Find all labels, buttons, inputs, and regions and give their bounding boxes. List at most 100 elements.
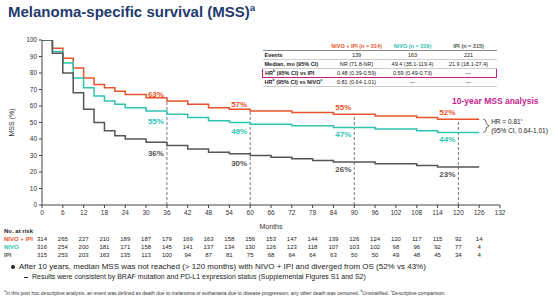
svg-text:60: 60 xyxy=(30,102,38,109)
html-text:aIn this post hoc descriptive: aIn this post hoc descriptive analysis, … xyxy=(4,289,446,296)
html-text:HRb(95% CI) vs NIVOc: HRb(95% CI) vs NIVOc xyxy=(264,78,323,85)
html-text:49.4 (35.1-119.4): 49.4 (35.1-119.4) xyxy=(391,61,434,67)
html-text:126: 126 xyxy=(349,236,360,242)
svg-text:126: 126 xyxy=(474,209,485,216)
html-text:No. at risk: No. at risk xyxy=(4,228,33,234)
svg-text:90: 90 xyxy=(30,53,38,60)
svg-text:90: 90 xyxy=(351,209,359,216)
html-text:227: 227 xyxy=(78,236,89,242)
html-text:163: 163 xyxy=(203,236,214,242)
html-text:14: 14 xyxy=(475,236,483,242)
svg-text:26%: 26% xyxy=(335,165,351,174)
html-text:After 10 years, median MSS was: After 10 years, median MSS was not reach… xyxy=(19,262,426,271)
svg-text:108: 108 xyxy=(411,209,422,216)
html-text:139: 139 xyxy=(351,52,362,58)
html-text:181: 181 xyxy=(99,244,110,250)
html-text:117: 117 xyxy=(411,236,422,242)
svg-text:78: 78 xyxy=(309,209,317,216)
svg-text:42: 42 xyxy=(184,209,192,216)
html-text:179: 179 xyxy=(161,236,172,242)
html-text:HRb(95% CI) vs IPI: HRb(95% CI) vs IPI xyxy=(265,69,315,76)
html-text:210: 210 xyxy=(99,236,110,242)
svg-text:50: 50 xyxy=(30,119,38,126)
svg-text:49%: 49% xyxy=(231,127,247,136)
svg-text:30: 30 xyxy=(30,152,38,159)
html-text:Events: Events xyxy=(264,52,283,58)
html-text:139: 139 xyxy=(328,236,339,242)
html-text:NIVO + IPI: NIVO + IPI xyxy=(4,236,33,242)
html-text:Results were consistent by BRA: Results were consistent by BRAF mutation… xyxy=(32,273,366,280)
html-text:IPI (n = 315): IPI (n = 315) xyxy=(453,43,484,49)
html-text:92: 92 xyxy=(455,236,462,242)
svg-text:70: 70 xyxy=(30,86,38,93)
html-text:0.81 (0.64-1.01): 0.81 (0.64-1.01) xyxy=(336,79,377,85)
html-text:144: 144 xyxy=(307,236,318,242)
svg-text:23%: 23% xyxy=(439,170,455,179)
svg-text:102: 102 xyxy=(390,209,401,216)
svg-text:66: 66 xyxy=(267,209,275,216)
svg-text:40: 40 xyxy=(30,135,38,142)
svg-text:10: 10 xyxy=(30,185,38,192)
html-text:120: 120 xyxy=(390,236,401,242)
html-text:124: 124 xyxy=(370,236,381,242)
svg-text:52%: 52% xyxy=(439,108,455,117)
svg-text:0: 0 xyxy=(33,201,37,208)
svg-text:80: 80 xyxy=(30,69,38,76)
svg-text:63%: 63% xyxy=(148,90,164,99)
html-text:158: 158 xyxy=(224,236,235,242)
svg-text:6: 6 xyxy=(61,209,65,216)
svg-text:18: 18 xyxy=(101,209,109,216)
html-text:(95% CI, 0.64-1.01): (95% CI, 0.64-1.01) xyxy=(491,126,548,134)
svg-text:36%: 36% xyxy=(148,149,164,158)
html-text:Median, mo (95% CI): Median, mo (95% CI) xyxy=(264,61,318,67)
svg-text:12: 12 xyxy=(80,209,88,216)
html-text:10-year MSS analysis: 10-year MSS analysis xyxy=(452,96,539,106)
html-text:HR = 0.81c: HR = 0.81c xyxy=(491,116,523,125)
svg-text:55%: 55% xyxy=(335,103,351,112)
html-text:265: 265 xyxy=(57,236,68,242)
svg-text:57%: 57% xyxy=(231,100,247,109)
html-text:314: 314 xyxy=(37,236,47,242)
svg-text:72: 72 xyxy=(288,209,296,216)
html-text:115: 115 xyxy=(432,236,443,242)
html-text:NR (71.8-NR): NR (71.8-NR) xyxy=(339,61,374,67)
html-text:189: 189 xyxy=(120,236,131,242)
svg-text:55%: 55% xyxy=(148,117,164,126)
svg-text:120: 120 xyxy=(453,209,464,216)
html-text:NIVO + IPI (n = 314): NIVO + IPI (n = 314) xyxy=(331,43,382,49)
svg-text:Months: Months xyxy=(260,223,283,229)
svg-text:96: 96 xyxy=(371,209,379,216)
svg-text:47%: 47% xyxy=(335,130,351,139)
svg-text:44%: 44% xyxy=(439,135,455,144)
svg-text:54: 54 xyxy=(226,209,234,216)
html-text:153: 153 xyxy=(266,236,276,242)
html-text:187: 187 xyxy=(141,236,152,242)
svg-text:60: 60 xyxy=(247,209,255,216)
svg-text:0: 0 xyxy=(40,209,44,216)
svg-text:84: 84 xyxy=(330,209,338,216)
svg-text:30%: 30% xyxy=(231,159,247,168)
html-text:NIVO (n = 316): NIVO (n = 316) xyxy=(393,43,432,49)
html-text:316: 316 xyxy=(37,244,47,250)
html-text:0.59 (0.49-0.73): 0.59 (0.49-0.73) xyxy=(392,70,433,76)
html-text:147: 147 xyxy=(286,236,297,242)
html-text:221: 221 xyxy=(463,52,474,58)
html-text:Melanoma-specific survival (MS: Melanoma-specific survival (MSS)a xyxy=(8,2,256,20)
svg-text:MSS (%): MSS (%) xyxy=(8,109,16,137)
html-text:254: 254 xyxy=(57,244,68,250)
html-text:21.9 (18.1-27.4): 21.9 (18.1-27.4) xyxy=(448,61,489,67)
svg-text:114: 114 xyxy=(432,209,443,216)
html-text:200: 200 xyxy=(78,244,89,250)
svg-text:30: 30 xyxy=(142,209,150,216)
svg-text:48: 48 xyxy=(205,209,213,216)
svg-text:20: 20 xyxy=(30,168,38,175)
svg-text:100: 100 xyxy=(26,36,37,43)
html-text:156: 156 xyxy=(245,236,256,242)
svg-text:132: 132 xyxy=(495,209,506,216)
html-text:169: 169 xyxy=(182,236,193,242)
html-text:163: 163 xyxy=(407,52,418,58)
html-text:NIVO: NIVO xyxy=(4,244,19,250)
svg-text:24: 24 xyxy=(122,209,130,216)
html-text:0.48 (0.39-0.59): 0.48 (0.39-0.59) xyxy=(336,70,377,76)
svg-text:36: 36 xyxy=(163,209,171,216)
